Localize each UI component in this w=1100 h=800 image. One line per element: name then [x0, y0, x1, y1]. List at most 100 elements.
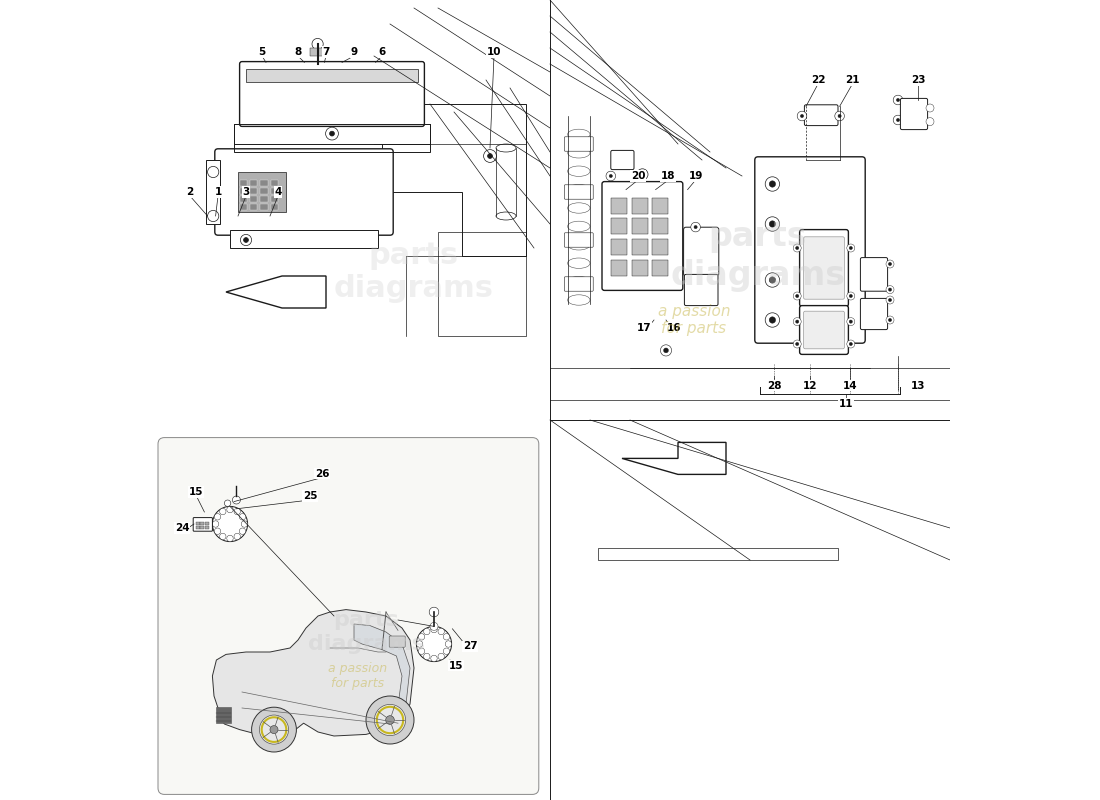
- Bar: [261, 180, 267, 186]
- Circle shape: [886, 316, 894, 324]
- Text: a passion
for parts: a passion for parts: [329, 662, 387, 690]
- Circle shape: [326, 127, 339, 140]
- Circle shape: [793, 244, 801, 252]
- Text: 14: 14: [843, 381, 857, 390]
- Circle shape: [424, 654, 430, 660]
- Bar: [631, 218, 648, 234]
- Circle shape: [424, 628, 430, 634]
- Polygon shape: [226, 276, 326, 308]
- Circle shape: [631, 171, 641, 181]
- FancyBboxPatch shape: [800, 230, 848, 306]
- Circle shape: [838, 114, 842, 118]
- Bar: [652, 260, 669, 276]
- FancyBboxPatch shape: [564, 277, 593, 291]
- Circle shape: [438, 628, 444, 634]
- Text: 18: 18: [661, 171, 675, 181]
- Circle shape: [926, 104, 934, 112]
- Circle shape: [431, 655, 437, 662]
- Circle shape: [795, 246, 799, 250]
- Circle shape: [330, 131, 334, 136]
- Circle shape: [212, 521, 219, 527]
- Text: 24: 24: [175, 523, 189, 533]
- Text: 9: 9: [351, 47, 358, 57]
- FancyBboxPatch shape: [194, 518, 212, 531]
- Circle shape: [241, 521, 248, 527]
- Ellipse shape: [568, 202, 590, 214]
- Circle shape: [312, 38, 323, 50]
- Circle shape: [234, 534, 241, 540]
- Circle shape: [640, 172, 645, 177]
- Circle shape: [849, 294, 852, 298]
- Bar: [206, 526, 209, 529]
- Circle shape: [795, 320, 799, 323]
- Circle shape: [232, 496, 241, 504]
- Circle shape: [270, 726, 278, 734]
- Circle shape: [208, 166, 219, 178]
- Text: 13: 13: [911, 381, 925, 390]
- FancyBboxPatch shape: [860, 298, 888, 330]
- Circle shape: [798, 111, 806, 121]
- Text: 20: 20: [630, 171, 646, 181]
- Circle shape: [417, 626, 452, 662]
- Circle shape: [835, 111, 845, 121]
- Bar: [250, 204, 257, 210]
- Circle shape: [847, 340, 855, 348]
- Text: 10: 10: [486, 47, 502, 57]
- Circle shape: [889, 262, 892, 266]
- Bar: [261, 188, 267, 194]
- Ellipse shape: [568, 166, 590, 176]
- Bar: [631, 239, 648, 255]
- Circle shape: [252, 707, 296, 752]
- Text: 26: 26: [315, 469, 329, 478]
- Circle shape: [386, 716, 394, 724]
- Bar: [240, 188, 246, 194]
- Text: 7: 7: [322, 47, 330, 57]
- FancyBboxPatch shape: [158, 438, 539, 794]
- Circle shape: [212, 506, 248, 542]
- FancyBboxPatch shape: [804, 105, 838, 126]
- Text: parts
diagrams: parts diagrams: [334, 241, 494, 303]
- Circle shape: [691, 222, 701, 232]
- Circle shape: [766, 217, 780, 231]
- FancyBboxPatch shape: [564, 185, 593, 199]
- Text: 28: 28: [767, 381, 781, 390]
- Ellipse shape: [568, 221, 590, 232]
- Circle shape: [766, 313, 780, 327]
- Polygon shape: [212, 610, 414, 736]
- Circle shape: [663, 348, 669, 353]
- Circle shape: [637, 169, 648, 180]
- FancyBboxPatch shape: [804, 311, 845, 349]
- Circle shape: [886, 286, 894, 294]
- Circle shape: [234, 508, 241, 514]
- Circle shape: [430, 622, 438, 630]
- Circle shape: [889, 288, 892, 291]
- Circle shape: [484, 150, 496, 162]
- Circle shape: [795, 342, 799, 346]
- Bar: [261, 196, 267, 202]
- FancyBboxPatch shape: [683, 227, 718, 276]
- Text: 15: 15: [189, 487, 204, 497]
- Bar: [196, 522, 199, 525]
- Circle shape: [609, 174, 613, 178]
- FancyBboxPatch shape: [389, 636, 405, 647]
- Circle shape: [847, 244, 855, 252]
- Ellipse shape: [568, 295, 590, 305]
- Text: 27: 27: [463, 642, 477, 651]
- Text: parts
diagrams: parts diagrams: [308, 610, 425, 654]
- Circle shape: [886, 260, 894, 268]
- Circle shape: [660, 345, 672, 356]
- FancyBboxPatch shape: [800, 306, 848, 354]
- Circle shape: [801, 114, 804, 118]
- Bar: [200, 522, 205, 525]
- Circle shape: [417, 641, 422, 647]
- Circle shape: [418, 648, 425, 654]
- Text: 19: 19: [689, 171, 703, 181]
- Circle shape: [220, 534, 225, 540]
- Circle shape: [694, 226, 697, 229]
- Bar: [240, 204, 246, 210]
- Bar: [238, 172, 286, 212]
- Bar: [610, 239, 627, 255]
- Circle shape: [443, 648, 450, 654]
- Ellipse shape: [568, 147, 590, 158]
- Bar: [310, 48, 324, 56]
